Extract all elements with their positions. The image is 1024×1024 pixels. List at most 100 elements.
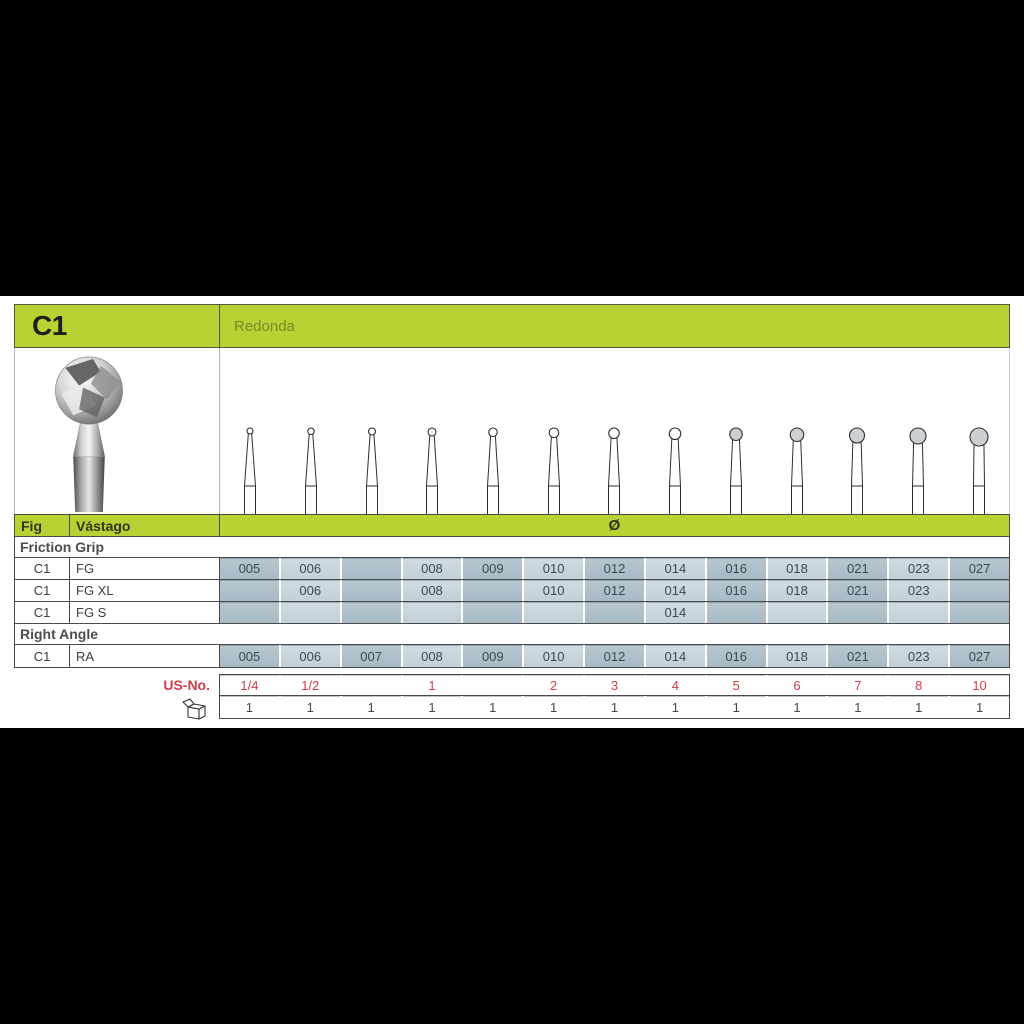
bur-silhouette bbox=[789, 427, 804, 514]
package-qty-cell: 1 bbox=[889, 696, 948, 718]
package-qty-cell: 1 bbox=[768, 696, 827, 718]
package-box-icon bbox=[182, 698, 206, 720]
fig-cell: C1 bbox=[15, 580, 70, 601]
section-header-row: Right Angle bbox=[15, 624, 1009, 645]
figure-name: Redonda bbox=[234, 317, 295, 335]
diameter-cell: 005 bbox=[220, 558, 279, 579]
diameter-table: Fig Vástago Ø Friction Grip C1 FG 005 006 008… bbox=[14, 514, 1010, 668]
us-no-cell: 1/4 bbox=[220, 675, 279, 695]
diameter-cell: 010 bbox=[524, 558, 584, 579]
diameter-cell: 012 bbox=[585, 645, 644, 667]
us-no-cell: 3 bbox=[585, 675, 644, 695]
us-no-cell: 8 bbox=[889, 675, 948, 695]
us-no-label: US-No. bbox=[163, 677, 210, 693]
table-header-row: Fig Vástago Ø bbox=[15, 515, 1009, 537]
diameter-cell: 010 bbox=[524, 580, 584, 601]
catalog-sheet: C1 Redonda bbox=[14, 304, 1010, 720]
bur-silhouette bbox=[969, 427, 989, 514]
diameter-cell bbox=[341, 602, 401, 623]
diameter-cell: 005 bbox=[220, 645, 279, 667]
shank-cell: FG S bbox=[70, 602, 220, 623]
diameter-cell bbox=[828, 602, 888, 623]
section-label: Right Angle bbox=[20, 626, 99, 642]
us-no-cell: 1/2 bbox=[281, 675, 340, 695]
diameter-cell bbox=[463, 602, 523, 623]
package-qty-cell: 1 bbox=[707, 696, 766, 718]
fig-cell: C1 bbox=[15, 558, 70, 579]
diameter-cell bbox=[524, 602, 584, 623]
round-bur-photo bbox=[55, 356, 123, 512]
diameter-cell: 014 bbox=[645, 558, 705, 579]
diameter-cell bbox=[220, 580, 279, 601]
bur-silhouette bbox=[365, 427, 378, 514]
bur-silhouette bbox=[849, 427, 866, 514]
figure-code: C1 bbox=[15, 305, 220, 347]
package-qty-cell: 1 bbox=[524, 696, 583, 718]
package-qty-cell: 1 bbox=[463, 696, 522, 718]
us-no-cell: 10 bbox=[950, 675, 1009, 695]
fig-cell: C1 bbox=[15, 602, 70, 623]
bur-silhouette bbox=[547, 427, 560, 514]
photo-zone bbox=[15, 348, 220, 514]
diameter-cell bbox=[889, 602, 949, 623]
us-no-cell bbox=[342, 675, 401, 695]
figure-strip bbox=[14, 348, 1010, 514]
product-row: C1 FG S 014 bbox=[15, 602, 1009, 624]
shank-cell: RA bbox=[70, 645, 220, 667]
bur-silhouette-row bbox=[220, 348, 1009, 514]
diameter-cell bbox=[280, 602, 340, 623]
us-no-cell: 7 bbox=[828, 675, 887, 695]
diameter-cell bbox=[950, 602, 1009, 623]
package-qty-cell: 1 bbox=[281, 696, 340, 718]
package-label-zone bbox=[14, 696, 219, 720]
diameter-cell: 008 bbox=[402, 580, 462, 601]
bur-silhouette bbox=[487, 427, 500, 514]
diameter-cell: 012 bbox=[585, 558, 644, 579]
diameter-cell bbox=[585, 602, 644, 623]
diameter-cell: 027 bbox=[950, 558, 1009, 579]
diameter-cell bbox=[706, 602, 766, 623]
diameter-cell: 007 bbox=[341, 645, 401, 667]
diameter-cell: 023 bbox=[889, 558, 949, 579]
diameter-cell: 021 bbox=[828, 645, 888, 667]
diameter-cell bbox=[402, 602, 462, 623]
bur-silhouette bbox=[668, 427, 682, 514]
fig-cell: C1 bbox=[15, 645, 70, 667]
diameter-cell: 009 bbox=[463, 558, 523, 579]
shank-cell: FG XL bbox=[70, 580, 220, 601]
diameter-cell: 018 bbox=[767, 645, 827, 667]
diameter-column-header: Ø bbox=[608, 517, 621, 534]
diameter-cell: 008 bbox=[402, 558, 462, 579]
shank-column-header: Vástago bbox=[70, 515, 220, 536]
us-no-label-zone: US-No. bbox=[14, 674, 219, 696]
diameter-cell: 016 bbox=[706, 580, 766, 601]
diameter-cell bbox=[767, 602, 827, 623]
us-no-cell: 2 bbox=[524, 675, 583, 695]
us-no-cell: 1 bbox=[403, 675, 462, 695]
diameter-cell: 018 bbox=[767, 558, 827, 579]
section-header-row: Friction Grip bbox=[15, 537, 1009, 558]
bur-silhouette bbox=[608, 427, 621, 514]
diameter-cell bbox=[220, 602, 279, 623]
bur-silhouette bbox=[305, 427, 318, 514]
diameter-cell bbox=[341, 558, 401, 579]
diameter-cell bbox=[463, 580, 523, 601]
bur-silhouette bbox=[244, 427, 257, 514]
package-qty-cell: 1 bbox=[585, 696, 644, 718]
diameter-cell: 009 bbox=[463, 645, 523, 667]
diameter-cell: 008 bbox=[402, 645, 462, 667]
shank-cell: FG bbox=[70, 558, 220, 579]
package-qty-cell: 1 bbox=[646, 696, 705, 718]
diameter-cell: 016 bbox=[706, 558, 766, 579]
diameter-cell: 016 bbox=[706, 645, 766, 667]
product-row: C1 RA 005 006 007 008 009 010 012 014 016 018 021 023… bbox=[15, 645, 1009, 667]
us-no-cell bbox=[463, 675, 522, 695]
diameter-cell: 027 bbox=[950, 645, 1009, 667]
diameter-cell: 006 bbox=[280, 558, 340, 579]
diameter-cell bbox=[950, 580, 1009, 601]
diameter-cell: 021 bbox=[828, 580, 888, 601]
us-no-cell: 6 bbox=[768, 675, 827, 695]
diameter-cell: 023 bbox=[889, 645, 949, 667]
